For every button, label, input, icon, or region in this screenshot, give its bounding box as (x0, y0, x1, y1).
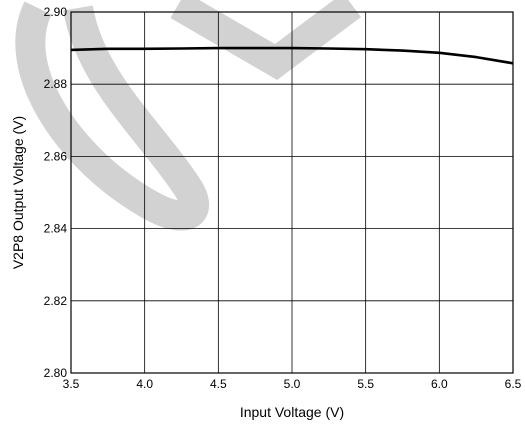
y-tick-label: 2.82 (44, 294, 68, 308)
watermark-v (170, 0, 361, 80)
x-tick-label: 5.5 (357, 377, 374, 391)
x-tick-label: 6.5 (505, 377, 522, 391)
y-tick-label: 2.80 (44, 366, 68, 380)
y-tick-label: 2.88 (44, 77, 68, 91)
series-line-1 (70, 46, 514, 65)
y-tick-label: 2.90 (44, 5, 68, 19)
x-tick-label: 4.5 (210, 377, 227, 391)
x-tick-labels: 3.5 4.0 4.5 5.0 5.5 6.0 6.5 (63, 377, 522, 391)
y-tick-labels: 2.80 2.82 2.84 2.86 2.88 2.90 (44, 5, 68, 380)
grid-lines (71, 12, 513, 373)
x-tick-label: 4.0 (136, 377, 153, 391)
plot-frame (70, 11, 514, 374)
y-tick-label: 2.86 (44, 149, 68, 163)
y-tick-label: 2.84 (44, 222, 68, 236)
series-group (70, 46, 514, 65)
x-axis-title: Input Voltage (V) (240, 404, 344, 420)
x-tick-label: 6.0 (431, 377, 448, 391)
y-axis-title: V2P8 Output Voltage (V) (10, 116, 26, 269)
watermark-arc (15, 1, 209, 231)
watermark-shape (15, 0, 361, 231)
x-tick-label: 5.0 (284, 377, 301, 391)
x-tick-label: 3.5 (63, 377, 80, 391)
